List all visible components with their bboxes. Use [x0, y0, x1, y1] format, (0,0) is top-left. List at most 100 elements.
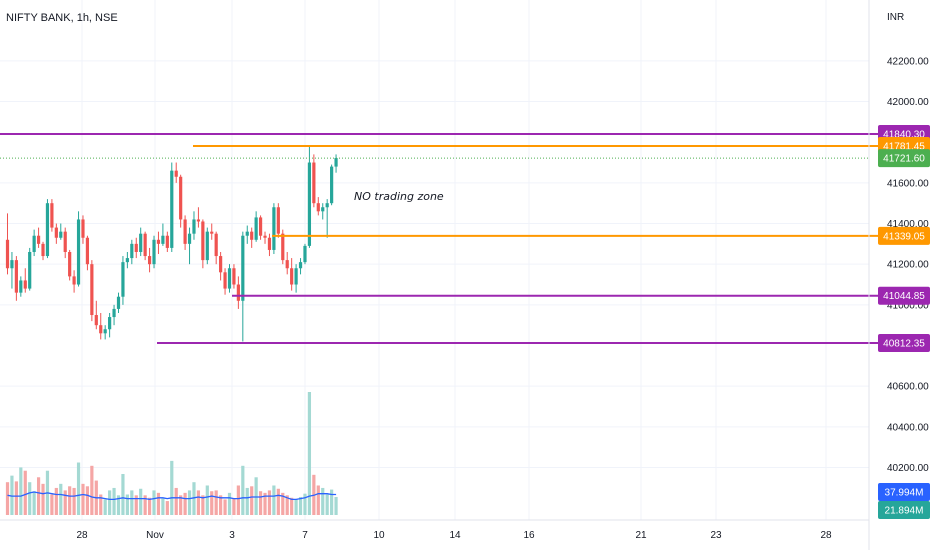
volume-bar: [303, 493, 307, 515]
candle-body: [36, 235, 41, 244]
badge-bg: [878, 149, 930, 168]
candle: [294, 264, 298, 293]
volume-bar: [219, 495, 223, 515]
candle: [134, 237, 138, 259]
candle-body: [130, 243, 134, 259]
time-tick-label: 16: [523, 530, 535, 541]
candle: [165, 231, 169, 252]
candle-body: [108, 317, 112, 330]
volume-bar: [281, 492, 285, 515]
volume-bar: [76, 462, 81, 515]
badge-bg: [878, 226, 930, 245]
candle-body: [99, 325, 103, 334]
volume-bar: [161, 498, 165, 515]
volume-badge: 21.894M: [878, 501, 930, 519]
candle-body: [250, 231, 254, 240]
volume-bar: [254, 477, 258, 515]
price-tick-label: 42000.00: [887, 97, 929, 108]
candle-body: [187, 233, 192, 244]
volume-bar: [28, 482, 32, 515]
volume-bar: [59, 483, 63, 515]
candle-body: [330, 166, 334, 204]
badge-label: 41840.30: [883, 130, 925, 141]
price-level-badge: 41721.60: [878, 149, 930, 168]
candle: [90, 260, 94, 322]
time-tick-label: Nov: [146, 530, 164, 541]
candle: [303, 243, 307, 265]
badge-label: 41044.85: [883, 291, 925, 302]
candle-body: [68, 251, 72, 277]
candle-body: [267, 237, 272, 250]
candle-body: [14, 260, 18, 293]
candle-body: [32, 235, 36, 252]
volume-bar: [316, 485, 320, 515]
badge-label: 41781.45: [883, 141, 925, 152]
candle: [108, 312, 112, 338]
volume-bar: [298, 496, 303, 515]
candle: [121, 256, 125, 305]
candle: [201, 219, 205, 269]
candle: [152, 235, 156, 269]
candle: [316, 197, 320, 216]
candle-body: [147, 256, 152, 265]
candle-body: [307, 162, 312, 246]
candle: [103, 325, 107, 340]
candle: [130, 239, 134, 265]
candle: [223, 268, 227, 295]
candle: [307, 146, 312, 248]
candle: [254, 211, 258, 242]
price-tick-label: 41600.00: [887, 178, 929, 189]
candle: [50, 199, 54, 232]
candle-body: [219, 256, 223, 273]
volume-bar: [330, 489, 334, 515]
candle-body: [121, 262, 125, 297]
candle: [272, 203, 276, 255]
candle-body: [312, 162, 316, 204]
price-tick-label: 40200.00: [887, 463, 929, 474]
candle-body: [5, 239, 10, 269]
candle: [5, 213, 10, 275]
volume-bar: [232, 498, 236, 515]
volume-bar: [325, 494, 329, 515]
time-tick-label: 23: [710, 530, 722, 541]
candle-body: [116, 296, 121, 309]
volume-bar: [152, 490, 156, 515]
volume-badge: 37.994M: [878, 483, 930, 501]
time-axis[interactable]: 28 Nov 3 7 10 14 16 21 23 28: [76, 530, 832, 541]
candle-body: [10, 260, 14, 269]
candle: [334, 154, 338, 173]
grid-lines: [0, 0, 869, 520]
price-tick-label: 41200.00: [887, 260, 929, 271]
volume-bar: [156, 492, 161, 515]
price-axis[interactable]: 40200.00 40400.00 40600.00 41000.00 41200.00…: [887, 56, 929, 474]
volume-bar: [187, 490, 192, 515]
candle: [290, 258, 294, 291]
volume-bar: [63, 490, 67, 515]
candle: [41, 241, 45, 261]
candle: [285, 251, 289, 275]
candle-body: [54, 227, 58, 238]
candle: [179, 174, 183, 228]
candle-body: [325, 203, 329, 208]
candle-body: [94, 315, 98, 326]
volume-bar: [267, 490, 272, 515]
volume-bar: [14, 481, 18, 515]
candle-body: [334, 158, 338, 167]
candle-body: [196, 219, 201, 222]
volume-bar: [125, 494, 129, 515]
candle-body: [258, 217, 263, 236]
volume-bar: [68, 486, 72, 515]
volume-bar: [139, 488, 143, 515]
volume-bar: [334, 496, 338, 515]
candle: [330, 164, 334, 206]
candle: [187, 227, 192, 265]
candle: [23, 268, 27, 293]
candle: [14, 256, 18, 301]
candle-body: [81, 219, 85, 238]
volume-bar: [50, 494, 54, 515]
candle: [63, 227, 67, 259]
candle-body: [170, 170, 174, 248]
candles: [5, 146, 338, 342]
candle-body: [276, 207, 280, 234]
